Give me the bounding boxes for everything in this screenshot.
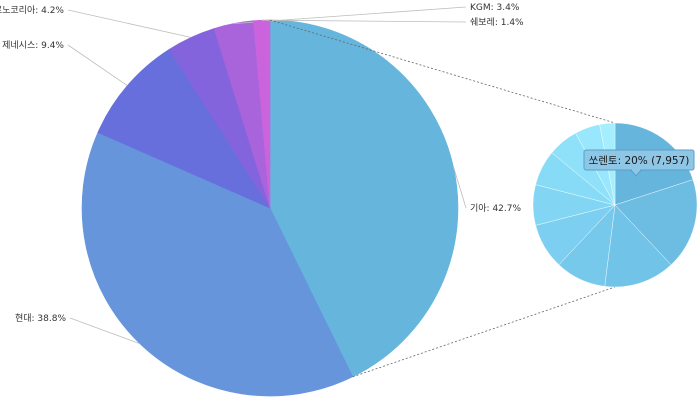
pie-label-현대: 현대: 38.8%: [15, 313, 66, 324]
pie-slice-현대[interactable]: [81, 132, 354, 397]
pie-label-connector: [233, 6, 467, 24]
pie-label-기아: 기아: 42.7%: [470, 203, 521, 214]
connector-line-top: [269, 19, 616, 124]
tooltip-pointer-mask: [632, 169, 640, 171]
pie-label-connector: [452, 165, 467, 209]
sub-pie-slice-3[interactable]: [604, 204, 672, 288]
pie-label-connector: [261, 19, 467, 23]
tooltip-text: 쏘렌토: 20% (7,957): [589, 155, 690, 167]
pie-label-connector: [67, 44, 128, 86]
sub-pie-slice-2[interactable]: [614, 179, 698, 266]
pie-label-connector: [69, 317, 141, 345]
pie-label-connector: [67, 9, 191, 38]
pie-label-KGM: KGM: 3.4%: [470, 3, 520, 13]
pie-slice-제네시스[interactable]: [97, 48, 271, 209]
pie-label-쉐보레: 쉐보레: 1.4%: [470, 17, 524, 28]
pie-label-제네시스: 제네시스: 9.4%: [2, 40, 64, 51]
pie-label-르노코리아: 르노코리아: 4.2%: [0, 5, 64, 16]
